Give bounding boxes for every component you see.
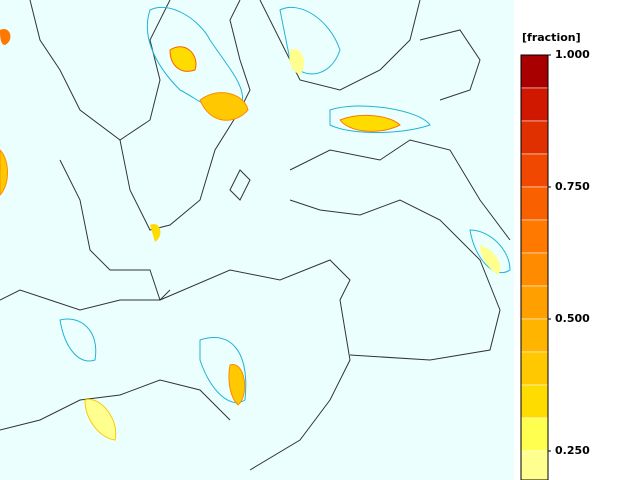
colorbar-tick-label: 1.000 (555, 48, 590, 61)
colorbar-frame (520, 54, 549, 480)
colorbar-title: [fraction] (522, 31, 581, 44)
fraction-areas (0, 28, 501, 441)
colorbar-band (520, 87, 549, 122)
colorbar-band (520, 450, 549, 480)
colorbar-band (520, 120, 549, 155)
colorbar-band (520, 153, 549, 188)
land-borders (0, 0, 511, 471)
map-background (0, 0, 514, 480)
colorbar-band (520, 186, 549, 221)
colorbar-band (520, 318, 549, 353)
colorbar: [fraction] 1.000 0.750 0.500 0.250 (520, 31, 590, 480)
colorbar-band (520, 285, 549, 320)
colorbar-band (520, 351, 549, 386)
colorbar-band (520, 219, 549, 254)
colorbar-tick-label: 0.250 (555, 444, 590, 457)
colorbar-tick-label: 0.750 (555, 180, 590, 193)
colorbar-band (520, 417, 549, 452)
colorbar-band (520, 384, 549, 419)
colorbar-band (520, 54, 549, 89)
colorbar-band (520, 252, 549, 287)
colorbar-tick-label: 0.500 (555, 312, 590, 325)
